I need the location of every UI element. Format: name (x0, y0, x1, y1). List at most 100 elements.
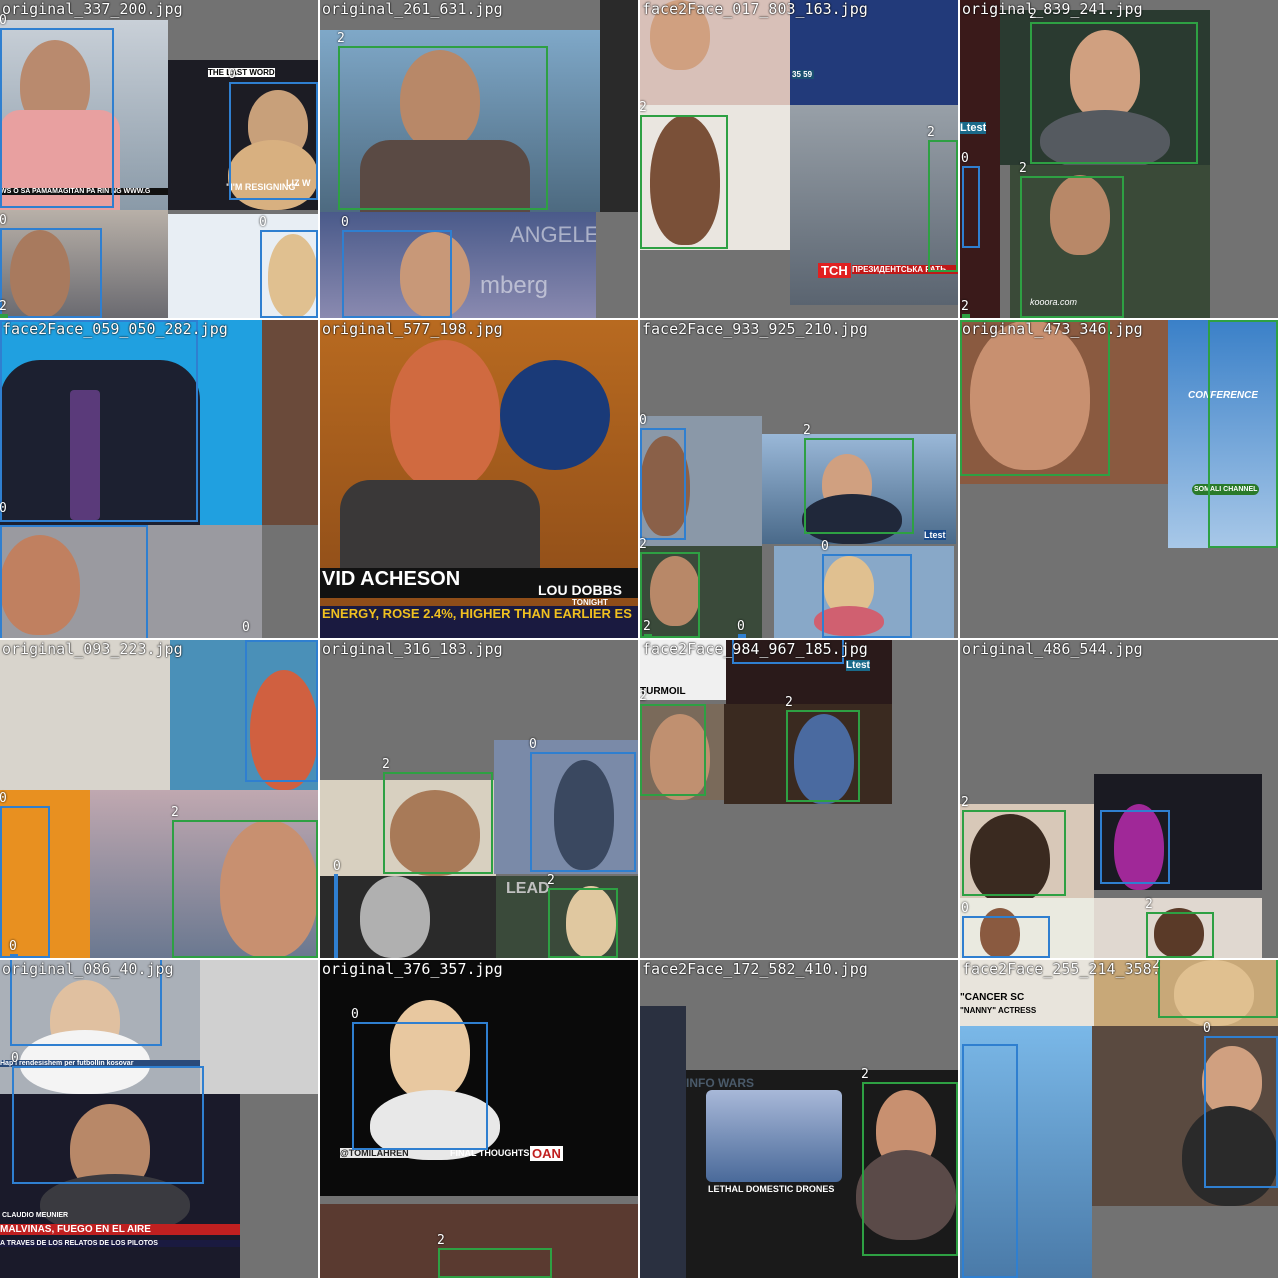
tile-title: original_261_631.jpg (322, 0, 503, 18)
photo: 35 59 (790, 0, 958, 105)
bounding-box: 2 (927, 126, 958, 272)
photo (320, 30, 600, 212)
photo (262, 320, 318, 525)
photo (320, 876, 496, 958)
photo (200, 960, 318, 1094)
tile-title: original_316_183.jpg (322, 640, 503, 658)
bounding-box: 2 (337, 32, 548, 210)
photo (1094, 898, 1262, 958)
bounding-box: 2 (785, 696, 860, 802)
bbox-label: 2 (961, 299, 969, 314)
bbox-label: 2 (643, 619, 651, 634)
bbox-label: 2 (1019, 161, 1027, 176)
mosaic-tile: TURMOIL Ltest 2 2 face2Face_984_967_185.… (640, 640, 960, 960)
caption: Ltest (846, 660, 870, 671)
bbox-label: 0 (961, 901, 969, 916)
bounding-box: 0 (259, 216, 318, 318)
bounding-box: 2 (961, 796, 1066, 896)
caption: LETHAL DOMESTIC DRONES (708, 1184, 835, 1194)
mosaic-tile: @TOMILAHREN FINAL THOUGHTS OAN 0 2 origi… (320, 960, 640, 1280)
caption: ПРЕЗИДЕНТСЬКА РАТЬ (852, 265, 958, 274)
tile-title: original_839_241.jpg (962, 0, 1143, 18)
photo: "CANCER SC "NANNY" ACTRESS (960, 960, 1094, 1026)
mosaic-tile: WS O SA PAMAMAGITAN PA RIN NG WWW.G THE … (0, 0, 320, 320)
caption: Ltest (924, 530, 946, 540)
tile-title: original_086_40.jpg (2, 960, 174, 978)
bbox-label: 0 (351, 1007, 359, 1022)
photo (640, 546, 762, 638)
bounding-box: 2 (1145, 898, 1214, 958)
photo (640, 1006, 686, 1278)
bbox-label: 0 (737, 619, 745, 634)
tile-title: original_337_200.jpg (2, 0, 183, 18)
tile-title: face2Face_059_050_282.jpg (2, 320, 228, 338)
bbox-label: 0 (1203, 1021, 1211, 1036)
photo (494, 740, 638, 874)
photo: Ltest (726, 640, 892, 704)
bounding-box: 2 (547, 874, 618, 958)
mosaic-tile: 0 2 0 original_093_223.jpg (0, 640, 320, 960)
bounding-box: 0 (821, 540, 912, 638)
tile-title: original_376_357.jpg (322, 960, 503, 978)
bounding-box: 2 (803, 424, 914, 534)
mosaic-tile: LEAD 2 0 0 2 original_316_183.jpg (320, 640, 640, 960)
mosaic-tile: CONFERENCE SOMALI CHANNEL 2 original_473… (960, 320, 1280, 640)
tile-title: face2Face_933_925_210.jpg (642, 320, 868, 338)
photo (1000, 10, 1210, 165)
mosaic-tile: Ltest kooora.com 2 2 0 2 original_839_24… (960, 0, 1280, 320)
bounding-box: 0 (11, 1052, 204, 1184)
photo (0, 790, 90, 958)
caption: TCH (818, 263, 851, 278)
photo (960, 320, 1168, 484)
bbox-label: 0 (529, 737, 537, 752)
bbox-label: 2 (640, 538, 647, 552)
mosaic-tile: VID ACHESON LOU DOBBS TONIGHT ENERGY, RO… (320, 320, 640, 640)
bounding-box: 0 (333, 860, 341, 958)
bbox-label: 0 (0, 214, 7, 228)
mosaic-tile: "CANCER SC "NANNY" ACTRESS 2 0 face2Face… (960, 960, 1280, 1280)
bbox-label: 2 (437, 1233, 445, 1248)
mosaic-tile: Ltest 0 2 2 0 2 0 face2Face_933_925_210.… (640, 320, 960, 640)
photo (320, 1204, 638, 1278)
caption: Hap i rendesishem per futbollin kosovar (0, 1060, 200, 1067)
caption: ANGELES (510, 222, 596, 247)
bounding-box: 0 (0, 525, 250, 638)
caption: "CANCER SC (960, 992, 1025, 1003)
photo (1094, 774, 1262, 890)
bbox-label: 0 (228, 67, 236, 82)
bbox-label: 2 (1152, 960, 1160, 972)
bounding-box: 0 (9, 940, 18, 958)
caption: VID ACHESON (320, 568, 638, 598)
bounding-box (245, 640, 318, 782)
tile-title: face2Face_017_803_163.jpg (642, 0, 868, 18)
mosaic-tile: Hap i rendesishem per futbollin kosovar … (0, 960, 320, 1280)
bbox-label: 0 (9, 939, 17, 954)
photo (640, 416, 762, 546)
bounding-box: 0 (228, 68, 318, 200)
photo (0, 640, 170, 790)
caption: TURMOIL (640, 686, 686, 697)
bounding-box: 2 (171, 806, 318, 958)
bounding-box: 0 (341, 216, 452, 318)
caption: 35 59 (792, 70, 814, 79)
bounding-box (960, 320, 1110, 476)
bounding-box: 2 (382, 758, 493, 874)
tile-title: original_473_346.jpg (962, 320, 1143, 338)
bbox-label: 2 (861, 1067, 869, 1082)
bounding-box: 2 (861, 1068, 958, 1256)
tile-title: face2Face_984_967_185.jpg (642, 640, 868, 658)
caption: LIZ W (286, 178, 311, 188)
bbox-label: 2 (803, 423, 811, 438)
caption: OAN (530, 1146, 563, 1161)
photo (960, 898, 1094, 958)
photo: kooora.com (1010, 165, 1210, 318)
bbox-label: 2 (927, 125, 935, 140)
bounding-box: 0 (0, 792, 50, 958)
bbox-label: 0 (333, 859, 341, 874)
photo (724, 704, 892, 804)
photo (90, 790, 318, 958)
caption: Ltest (960, 122, 987, 134)
bounding-box: 2 (1029, 8, 1198, 164)
mosaic-tile: INFO WARS LETHAL DOMESTIC DRONES 2 face2… (640, 960, 960, 1280)
